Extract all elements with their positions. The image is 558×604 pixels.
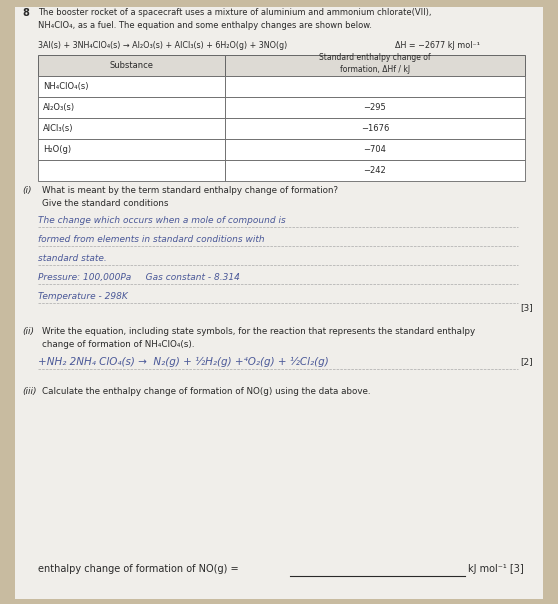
- Bar: [38, 76, 225, 97]
- Text: Write the equation, including state symbols, for the reaction that represents th: Write the equation, including state symb…: [42, 327, 475, 349]
- Text: H₂O(g): H₂O(g): [43, 145, 71, 154]
- Bar: [225, 118, 525, 139]
- Text: enthalpy change of formation of NO(g) =: enthalpy change of formation of NO(g) =: [38, 564, 239, 574]
- Text: (ii): (ii): [22, 327, 34, 336]
- Text: [2]: [2]: [520, 357, 533, 366]
- Text: [3]: [3]: [520, 303, 533, 312]
- Text: Pressure: 100,000Pa     Gas constant - 8.314: Pressure: 100,000Pa Gas constant - 8.314: [38, 273, 240, 282]
- Bar: [225, 76, 525, 97]
- Text: ΔH = −2677 kJ mol⁻¹: ΔH = −2677 kJ mol⁻¹: [395, 41, 480, 50]
- Text: 3Al(s) + 3NH₄ClO₄(s) → Al₂O₃(s) + AlCl₃(s) + 6H₂O(g) + 3NO(g): 3Al(s) + 3NH₄ClO₄(s) → Al₂O₃(s) + AlCl₃(…: [38, 41, 287, 50]
- Bar: [38, 55, 225, 76]
- Text: formed from elements in standard conditions with: formed from elements in standard conditi…: [38, 235, 264, 244]
- Text: −242: −242: [364, 166, 386, 175]
- Text: (iii): (iii): [22, 387, 36, 396]
- Text: What is meant by the term standard enthalpy change of formation?
Give the standa: What is meant by the term standard entha…: [42, 186, 338, 208]
- Text: (i): (i): [22, 186, 31, 195]
- Text: The booster rocket of a spacecraft uses a mixture of aluminium and ammonium chlo: The booster rocket of a spacecraft uses …: [38, 8, 431, 30]
- Bar: [225, 55, 525, 76]
- Bar: [38, 118, 225, 139]
- Text: Temperature - 298K: Temperature - 298K: [38, 292, 128, 301]
- Bar: [38, 97, 225, 118]
- Text: −1676: −1676: [361, 124, 389, 133]
- Bar: [225, 139, 525, 160]
- Bar: [225, 97, 525, 118]
- Text: −295: −295: [364, 103, 386, 112]
- Bar: [38, 139, 225, 160]
- Text: −704: −704: [364, 145, 387, 154]
- FancyBboxPatch shape: [15, 7, 543, 599]
- Text: Standard enthalpy change of
formation, ΔHf / kJ: Standard enthalpy change of formation, Δ…: [319, 53, 431, 74]
- Text: +NH₂ 2NH₄ ClO₄(s) →  N₂(g) + ½H₂(g) +⁴O₂(g) + ½Cl₂(g): +NH₂ 2NH₄ ClO₄(s) → N₂(g) + ½H₂(g) +⁴O₂(…: [38, 357, 329, 367]
- Text: NH₄ClO₄(s): NH₄ClO₄(s): [43, 82, 89, 91]
- Text: 8: 8: [22, 8, 29, 18]
- Text: Calculate the enthalpy change of formation of NO(g) using the data above.: Calculate the enthalpy change of formati…: [42, 387, 371, 396]
- Text: AlCl₃(s): AlCl₃(s): [43, 124, 74, 133]
- Text: kJ mol⁻¹ [3]: kJ mol⁻¹ [3]: [468, 564, 524, 574]
- Bar: [225, 160, 525, 181]
- Text: Al₂O₃(s): Al₂O₃(s): [43, 103, 75, 112]
- Text: standard state.: standard state.: [38, 254, 107, 263]
- Text: The change which occurs when a mole of compound is: The change which occurs when a mole of c…: [38, 216, 286, 225]
- Bar: [38, 160, 225, 181]
- Text: Substance: Substance: [109, 61, 153, 70]
